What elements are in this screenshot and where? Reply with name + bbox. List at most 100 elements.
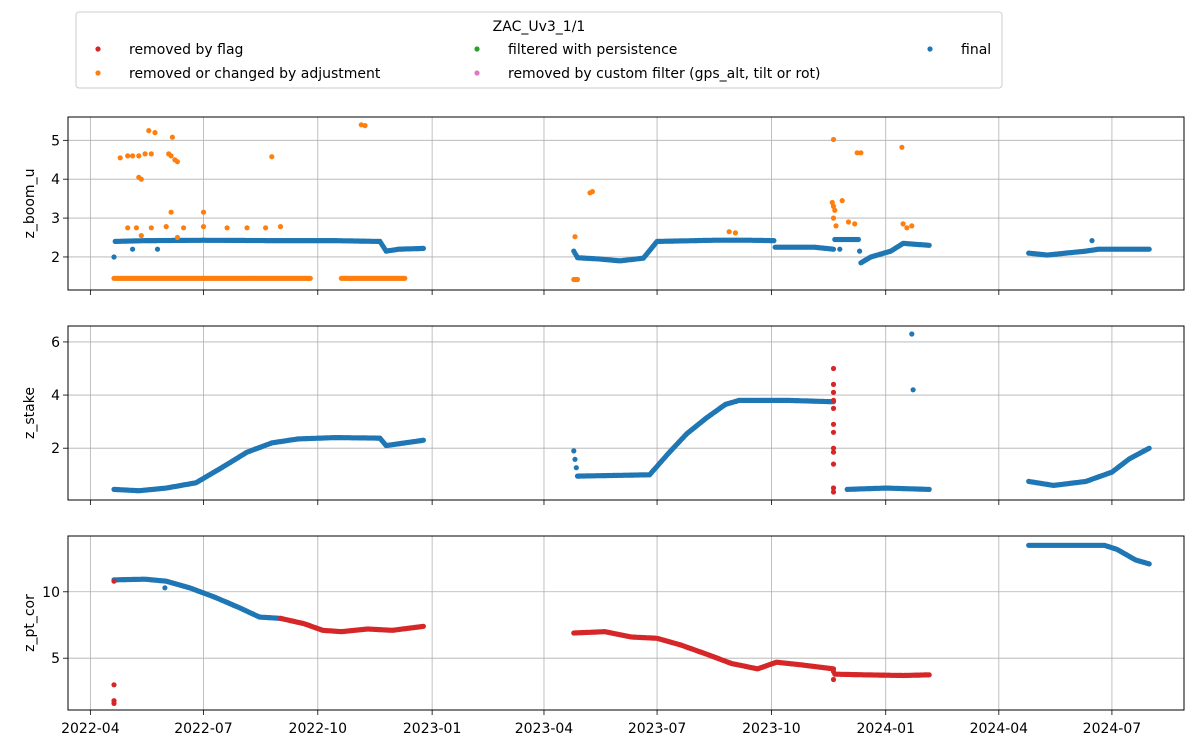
x-tick-label: 2024-07 [1083, 721, 1142, 737]
data-point [402, 275, 408, 281]
data-point [244, 225, 250, 231]
legend-title: ZAC_Uv3_1/1 [493, 19, 586, 35]
data-point [224, 225, 230, 231]
plot-area [111, 542, 1152, 707]
data-point [857, 248, 863, 254]
data-point [830, 203, 837, 209]
x-tick-label: 2024-01 [856, 721, 915, 737]
data-point [839, 198, 845, 204]
y-tick-label: 2 [51, 250, 60, 266]
legend-marker-final [927, 46, 933, 52]
data-point [830, 676, 837, 683]
y-tick-label: 4 [51, 172, 60, 188]
legend-label-removed-by-custom-filter: removed by custom filter (gps_alt, tilt … [508, 66, 820, 82]
data-point [926, 242, 932, 248]
legend-frame [75, 11, 1003, 89]
data-point [830, 668, 837, 675]
data-point [162, 585, 168, 591]
y-tick-label: 4 [51, 388, 60, 404]
data-point [133, 225, 139, 231]
data-point [174, 234, 180, 241]
data-point [169, 134, 175, 140]
y-axis-label: z_boom_u [22, 169, 38, 239]
legend-marker-filtered-with-persistence [474, 46, 480, 52]
data-point [200, 209, 207, 215]
data-point [830, 136, 837, 143]
data-point [830, 445, 837, 451]
data-point [138, 176, 144, 182]
data-point [420, 623, 426, 629]
data-point [111, 578, 117, 584]
y-tick-label: 10 [42, 585, 60, 601]
panel-z-boom-u: 2 3 4 5 z_boom_u [22, 116, 1185, 295]
data-point [909, 223, 915, 229]
legend-label-removed-or-changed-by-adjustment: removed or changed by adjustment [129, 66, 381, 82]
data-point [899, 144, 905, 150]
x-tick-label: 2023-07 [628, 721, 687, 737]
data-point [307, 275, 313, 281]
data-point [909, 331, 915, 337]
legend-label-filtered-with-persistence: filtered with persistence [508, 42, 677, 58]
data-point [830, 429, 837, 435]
data-point [830, 215, 837, 221]
data-point [420, 245, 426, 251]
y-axis-label: z_pt_cor [22, 594, 38, 652]
x-tick-label: 2022-04 [61, 721, 120, 737]
data-point [829, 199, 835, 206]
x-tick-label: 2023-01 [403, 721, 462, 737]
data-point [1146, 445, 1152, 451]
data-point [589, 189, 596, 195]
axes-frame [67, 325, 1185, 501]
y-tick-label: 3 [51, 211, 60, 227]
x-tick-label: 2023-04 [515, 721, 574, 737]
data-point [117, 155, 123, 161]
x-tick-label: 2023-10 [742, 721, 801, 737]
y-tick-label: 6 [51, 335, 60, 351]
data-point [830, 485, 837, 491]
data-point [830, 389, 837, 395]
data-point [573, 465, 579, 471]
data-point [830, 461, 837, 467]
panel-z-stake: 2 4 6 z_stake [22, 325, 1185, 505]
plot-area [111, 331, 1152, 495]
data-point [732, 230, 739, 236]
data-point [832, 207, 838, 213]
data-point [154, 246, 161, 252]
data-point [904, 225, 910, 231]
legend: ZAC_Uv3_1/1 removed by flag filtered wit… [75, 11, 1003, 89]
x-tick-label: 2024-04 [970, 721, 1029, 737]
data-point [152, 130, 158, 136]
axes-frame [67, 116, 1185, 291]
data-point [852, 221, 858, 227]
y-tick-label: 2 [51, 441, 60, 457]
data-point [148, 225, 154, 231]
data-point [571, 448, 577, 454]
data-point [130, 153, 136, 159]
data-point [181, 225, 187, 231]
data-point [420, 437, 426, 443]
data-point [830, 449, 837, 455]
data-point [277, 224, 284, 230]
y-axis-label: z_stake [22, 387, 38, 439]
series-removed-or-changed-by-adjustment [111, 122, 915, 283]
data-point [830, 246, 837, 252]
data-point [845, 219, 852, 225]
data-point [572, 456, 578, 462]
data-point [146, 128, 152, 134]
series-removed-by-flag [111, 578, 932, 707]
data-point [833, 223, 839, 229]
data-point [362, 123, 368, 129]
data-point [148, 151, 154, 157]
plot-area [111, 122, 1152, 283]
data-point [1146, 246, 1152, 252]
data-point [574, 276, 581, 283]
x-tick-label: 2022-07 [174, 721, 233, 737]
data-point [830, 421, 837, 427]
data-point [910, 387, 916, 393]
data-point [269, 154, 275, 160]
data-point [854, 150, 860, 156]
data-point [200, 224, 207, 230]
legend-marker-removed-or-changed-by-adjustment [95, 70, 101, 76]
data-point [900, 221, 906, 227]
